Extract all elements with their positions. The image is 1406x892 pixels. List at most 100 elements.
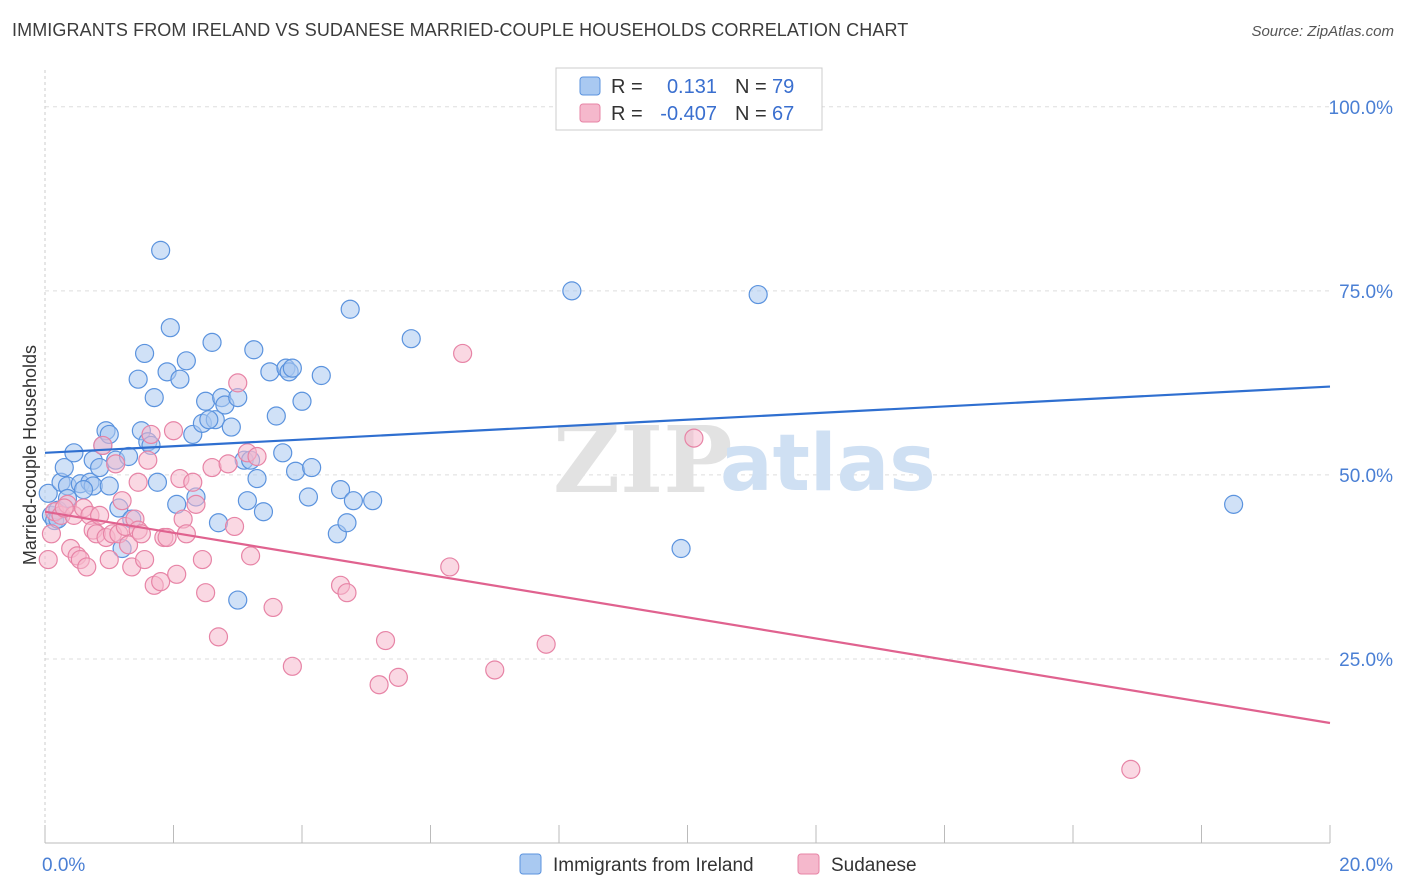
ireland-point-5: [54, 457, 74, 478]
ireland-point-60: [298, 487, 319, 507]
legend-sudanese-label: Sudanese: [831, 855, 917, 876]
ireland-point-70: [562, 281, 582, 301]
ireland-point-28: [147, 472, 168, 492]
sudanese-point-40: [183, 472, 203, 492]
sudanese-point-66: [128, 472, 148, 492]
legend-swatch-pink: [579, 103, 601, 123]
series-legend: Immigrants from Ireland Sudanese: [519, 853, 917, 876]
watermark-atlas: atlas: [720, 419, 936, 509]
ireland-point-59: [292, 391, 312, 411]
ireland-point-67: [343, 491, 363, 511]
x-tick-label-0: 0.0%: [42, 855, 85, 876]
y-tick-label-0: 25.0%: [1339, 650, 1393, 671]
legend-r-label-pink: R =: [611, 103, 643, 125]
ireland-point-44: [221, 417, 241, 437]
ireland-point-72: [748, 284, 768, 305]
ireland-point-38: [196, 391, 216, 411]
ireland-point-66: [340, 299, 360, 319]
sudanese-point-30: [141, 424, 161, 445]
ireland-point-54: [266, 406, 286, 426]
sudanese-point-57: [375, 630, 396, 651]
sudanese-point-35: [163, 421, 184, 441]
ireland-point-75: [99, 476, 119, 496]
ireland-point-53: [260, 362, 280, 382]
y-tick-label-1: 50.0%: [1339, 466, 1393, 487]
chart-title: IMMIGRANTS FROM IRELAND VS SUDANESE MARR…: [12, 20, 909, 40]
sudanese-point-62: [536, 634, 556, 654]
sudanese-point-23: [118, 535, 139, 555]
ireland-point-68: [363, 491, 383, 511]
ireland-point-64: [330, 480, 351, 500]
stats-legend: R = 0.131 N = 79 R = -0.407 N = 67: [555, 67, 823, 131]
ireland-point-78: [73, 480, 94, 500]
sudanese-point-52: [263, 597, 283, 618]
ireland-point-52: [253, 502, 274, 522]
sudanese-point-55: [337, 583, 357, 603]
sudanese-point-44: [202, 457, 222, 478]
y-tick-label-3: 100.0%: [1329, 98, 1394, 119]
ireland-point-62: [311, 365, 331, 386]
sudanese-point-28: [134, 549, 155, 570]
sudanese-point-64: [1121, 759, 1141, 779]
legend-n-label-blue: N =: [735, 76, 767, 98]
sudanese-point-58: [388, 667, 408, 687]
sudanese-point-17: [99, 549, 119, 570]
sudanese-point-42: [192, 549, 213, 570]
sudanese-point-41: [186, 494, 206, 514]
watermark: ZIP atlas: [553, 406, 936, 514]
sudanese-point-46: [218, 454, 238, 474]
ireland-point-41: [208, 513, 229, 533]
sudanese-point-59: [440, 557, 460, 577]
ireland-point-8: [64, 443, 84, 463]
ireland-point-46: [228, 590, 248, 610]
legend-n-label-pink: N =: [735, 103, 767, 125]
ireland-point-55: [273, 443, 293, 463]
chart-source: Source: ZipAtlas.com: [1251, 23, 1394, 40]
sudanese-point-61: [485, 660, 505, 680]
axes: [44, 70, 1331, 844]
ireland-trend-line: [44, 385, 1331, 454]
ireland-point-65: [337, 513, 357, 533]
sudanese-point-36: [167, 564, 187, 584]
ireland-point-58: [285, 461, 306, 481]
sudanese-point-63: [684, 428, 704, 448]
tick-labels: 25.0% 50.0% 75.0% 100.0% 0.0% 20.0%: [42, 98, 1393, 876]
y-tick-label-2: 75.0%: [1339, 282, 1393, 303]
sudanese-point-51: [247, 446, 267, 467]
sudanese-point-65: [54, 498, 74, 518]
ireland-point-73: [1224, 494, 1244, 514]
ireland-point-34: [176, 351, 196, 371]
legend-ireland-swatch: [519, 853, 542, 875]
legend-r-label-blue: R =: [611, 76, 643, 98]
legend-r-value-blue: 0.131: [667, 76, 717, 98]
sudanese-point-15: [93, 435, 113, 456]
ireland-point-24: [134, 343, 155, 364]
sudanese-point-47: [224, 516, 245, 537]
x-tick-label-1: 20.0%: [1339, 855, 1393, 876]
sudanese-trend-line: [44, 510, 1331, 725]
ireland-point-27: [144, 388, 164, 408]
series-ireland-points: [38, 240, 1244, 610]
legend-n-value-pink: 67: [772, 103, 794, 125]
ireland-point-50: [244, 340, 264, 360]
sudanese-point-10: [77, 557, 97, 577]
sudanese-point-32: [151, 572, 171, 592]
legend-swatch-blue: [579, 76, 601, 96]
legend-r-value-pink: -0.407: [660, 103, 717, 125]
ireland-point-71: [671, 538, 691, 559]
sudanese-point-0: [38, 549, 58, 570]
ireland-point-77: [282, 358, 302, 378]
ireland-point-29: [151, 240, 171, 260]
sudanese-point-56: [369, 675, 389, 695]
sudanese-point-53: [282, 656, 302, 676]
ireland-point-33: [170, 369, 190, 389]
trend-lines: [44, 385, 1331, 725]
sudanese-point-1: [41, 524, 62, 544]
legend-sudanese-swatch: [797, 853, 820, 875]
ireland-point-76: [199, 410, 219, 430]
sudanese-point-45: [208, 627, 229, 647]
ireland-point-13: [90, 457, 110, 478]
sudanese-point-50: [241, 546, 261, 566]
ireland-point-51: [247, 468, 267, 489]
